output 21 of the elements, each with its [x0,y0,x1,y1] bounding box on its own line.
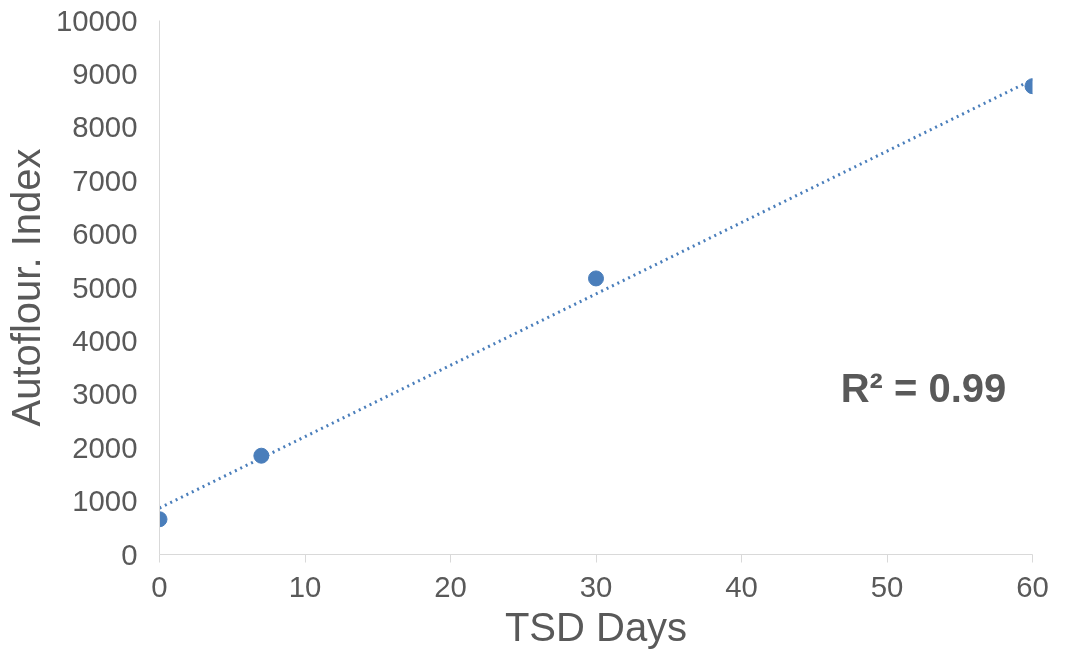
annotation: R² = 0.99 [840,366,1007,411]
y-axis-title: Autoflour. Index [3,148,48,427]
y-tick-label: 9000 [72,56,138,90]
x-tick-label: 10 [288,569,322,603]
x-tick-label: 60 [1016,569,1049,603]
y-tick-label: 10000 [55,3,138,37]
y-tick-label: 5000 [72,270,138,304]
y-tick-label: 4000 [72,323,138,357]
x-tick-label: 0 [151,569,168,603]
x-tick-label: 20 [434,569,467,603]
y-tick-label: 0 [121,537,138,571]
y-tick-label: 3000 [72,377,138,411]
y-tick-label: 6000 [72,217,138,251]
x-axis-title: TSD Days [504,604,688,649]
y-tick-label: 8000 [72,110,138,144]
y-tick-label: 1000 [72,484,138,518]
y-tick-label: 2000 [72,430,138,464]
x-tick-label: 30 [579,569,613,603]
x-tick-label: 50 [870,569,904,603]
y-tick-label: 7000 [72,163,138,197]
x-tick-label: 40 [725,569,758,603]
